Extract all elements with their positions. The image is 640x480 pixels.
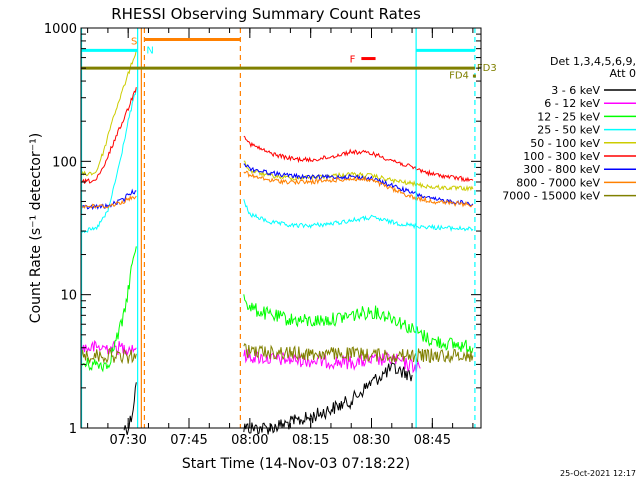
legend-entry-label-3: 25 - 50 keV [537, 124, 600, 137]
legend-entry-label-8: 7000 - 15000 keV [502, 190, 600, 203]
y-tick-label-1: 10 [60, 289, 77, 304]
x-tick-label-5: 08:45 [414, 433, 451, 448]
annotation-label-s: S [131, 36, 137, 47]
legend-entry-label-5: 100 - 300 keV [523, 150, 600, 163]
status-overlays: SN F FD3 FD4 [80, 28, 497, 428]
series-4-segment-0 [81, 50, 137, 177]
series-8-segment-1 [243, 342, 474, 364]
series-8-segment-0 [81, 347, 137, 365]
y-tick-label-2: 100 [52, 155, 77, 170]
axes: 1 10 100 1000 07:30 07:45 08:00 08:15 08:30 08:45 [44, 22, 482, 448]
x-tick-label-1: 07:45 [170, 433, 207, 448]
annotation-label-f: F [350, 55, 356, 66]
x-tick-label-4: 08:30 [353, 433, 390, 448]
fd4-marker [472, 74, 476, 78]
legend-header-1: Att 0 [610, 67, 636, 80]
annotation-label-fd4: FD4 [449, 71, 469, 82]
series-0-segment-0 [123, 382, 137, 436]
series-7-segment-0 [81, 194, 137, 209]
legend-entry-label-0: 3 - 6 keV [551, 84, 600, 97]
legend-entry-label-6: 300 - 800 keV [523, 163, 600, 176]
y-tick-label-0: 1 [69, 422, 77, 437]
series-6-segment-1 [243, 163, 474, 206]
annotation-label-fd3: FD3 [477, 63, 497, 74]
legend-entry-label-1: 6 - 12 keV [544, 97, 600, 110]
y-tick-label-3: 1000 [44, 22, 77, 37]
y-axis-label: Count Rate (s⁻¹ detector⁻¹) [28, 133, 44, 323]
series-2-segment-0 [81, 246, 137, 373]
legend-entry-label-4: 50 - 100 keV [530, 137, 600, 150]
legend-entry-label-2: 12 - 25 keV [537, 110, 600, 123]
x-tick-label-2: 08:00 [231, 433, 268, 448]
series-5-segment-1 [243, 135, 474, 183]
chart-title: RHESSI Observing Summary Count Rates [111, 5, 421, 23]
series-5-segment-0 [81, 87, 137, 184]
series-2-segment-1 [243, 294, 474, 355]
x-tick-label-3: 08:15 [292, 433, 329, 448]
x-tick-label-0: 07:30 [109, 433, 146, 448]
footer-timestamp: 25-Oct-2021 12:17 [560, 469, 636, 478]
annotation-label-n: N [146, 45, 153, 56]
series-4-segment-1 [243, 160, 474, 192]
legend-header-0: Det 1,3,4,5,6,9, [550, 55, 636, 68]
plot-frame [80, 27, 482, 429]
series-0-segment-1 [243, 361, 413, 435]
series-3-segment-1 [243, 199, 474, 232]
x-axis-label: Start Time (14-Nov-03 07:18:22) [182, 456, 410, 472]
series-7-segment-1 [243, 170, 473, 208]
plot-area [81, 50, 474, 436]
legend-entry-label-7: 800 - 7000 keV [516, 176, 600, 189]
